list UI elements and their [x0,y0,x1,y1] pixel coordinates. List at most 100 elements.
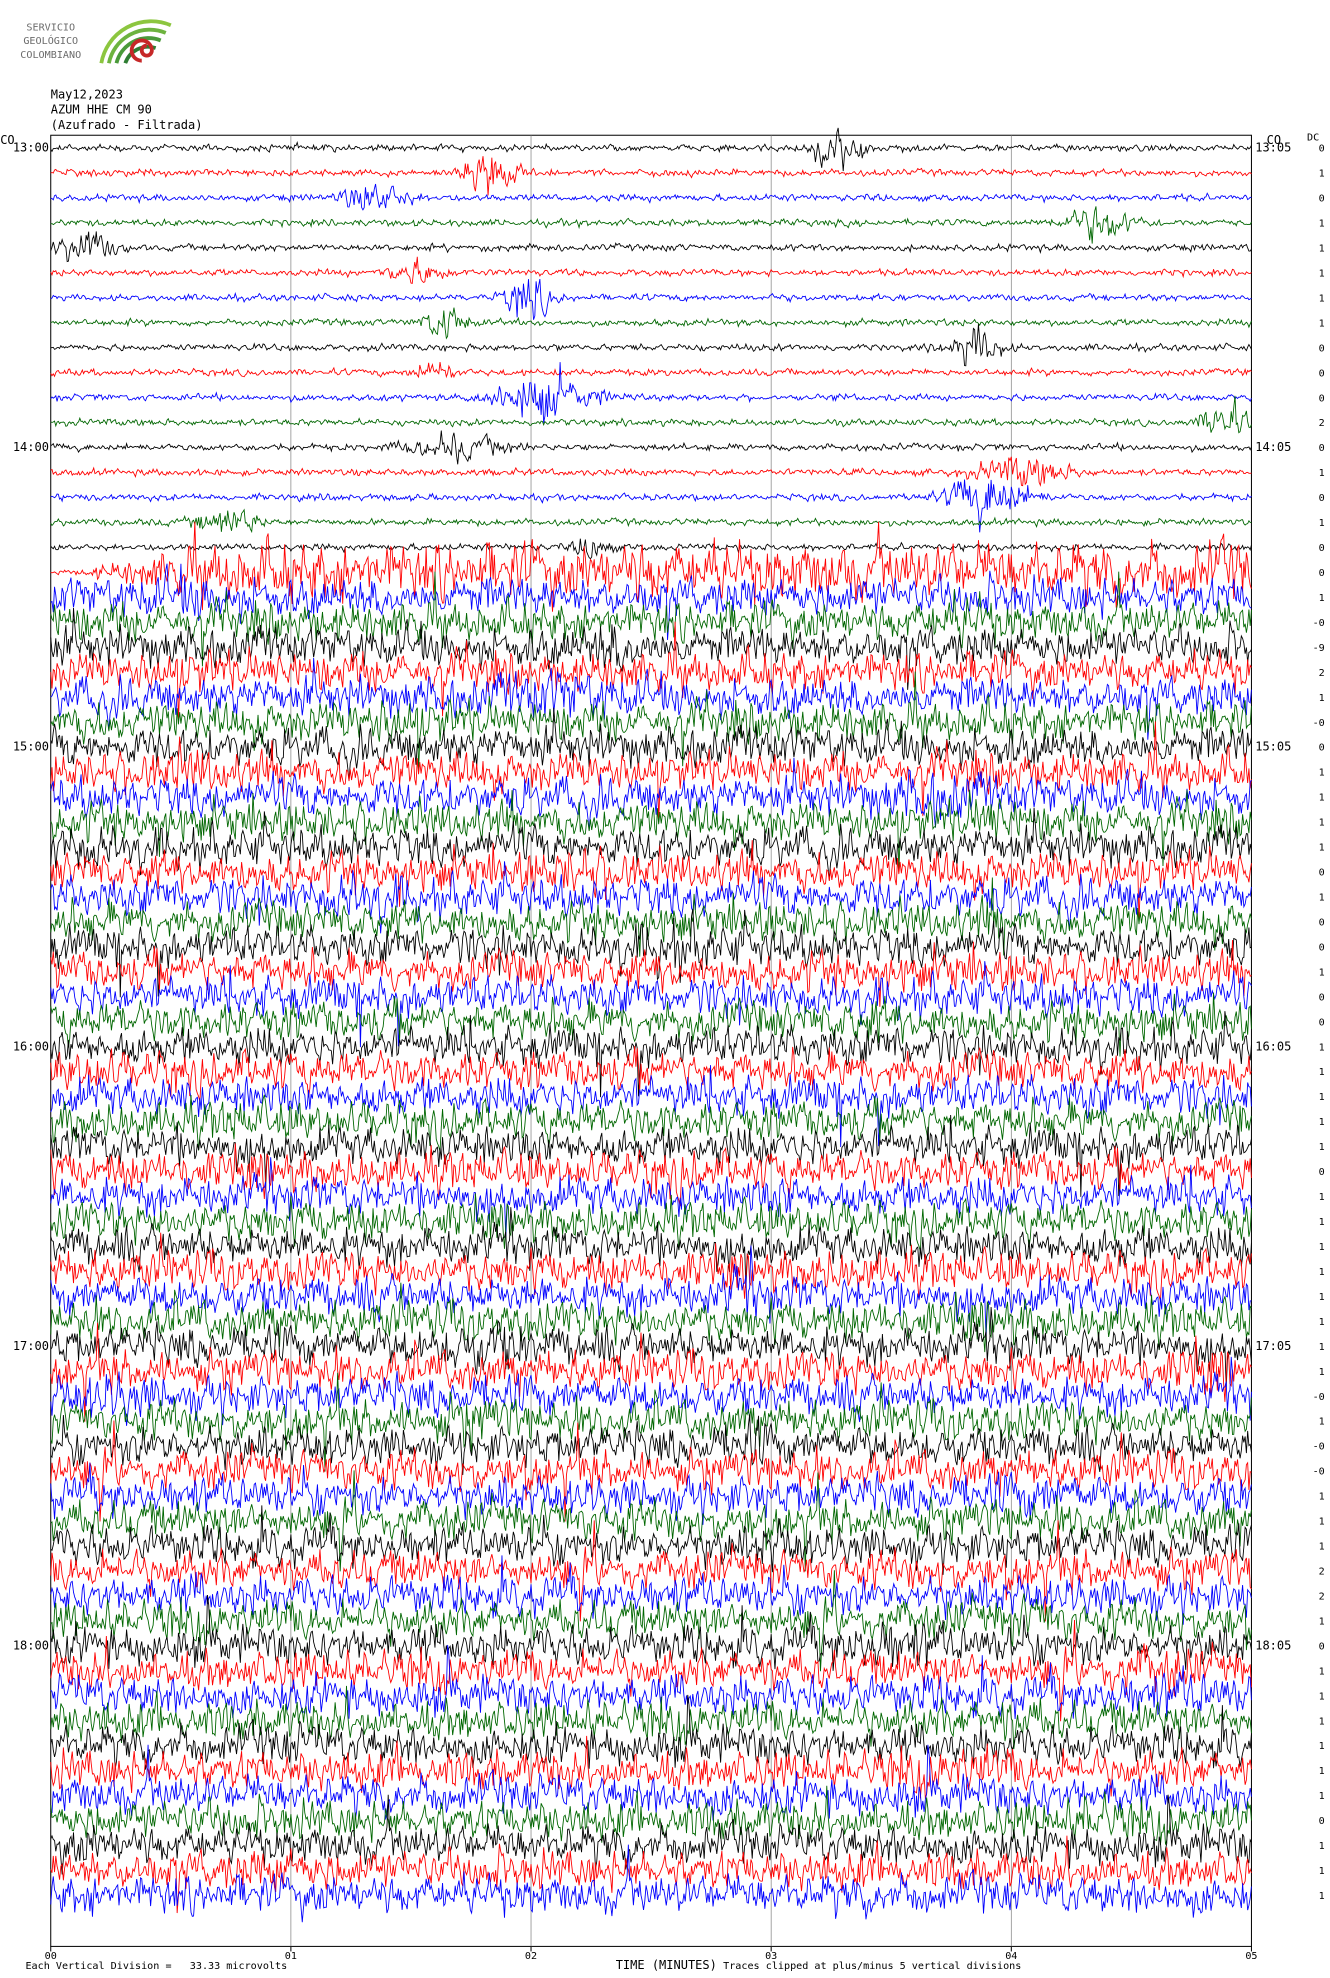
dc-offset: 0 [1319,493,1325,504]
network-right: CO [1267,133,1281,147]
trace [50,508,1252,534]
hour-label-left: 18:00 [13,1638,49,1652]
date: May12,2023 [51,88,123,102]
dc-offset: 1 [1319,293,1325,304]
dc-offset: 1 [1319,768,1325,779]
dc-offset: 0 [1319,743,1325,754]
trace [50,721,1252,823]
trace [50,1282,1252,1353]
dc-offset: 1 [1319,1042,1325,1053]
dc-offset: 1 [1319,1517,1325,1528]
trace [50,1620,1252,1722]
dc-offset: 1 [1319,1666,1325,1677]
x-tick-label: 03 [765,1951,777,1962]
trace [50,563,1252,640]
dc-offset: 2 [1319,1567,1325,1578]
dc-header: DC [1307,132,1319,143]
dc-offset: 0 [1319,992,1325,1003]
logo: SERVICIO GEOLÓGICO COLOMBIANO [20,19,172,64]
dc-offset: -0 [1313,1392,1325,1403]
hour-label-left: 17:00 [13,1339,49,1353]
dc-offset: 0 [1319,343,1325,354]
dc-offset: 1 [1319,468,1325,479]
trace [50,621,1252,723]
dc-offset: 1 [1319,1317,1325,1328]
trace [50,992,1252,1057]
dc-offset: 0 [1319,144,1325,155]
trace [50,256,1252,284]
dc-offset: 1 [1319,1242,1325,1253]
dc-offset: 0 [1319,942,1325,953]
trace [50,231,1252,263]
dc-offset: 1 [1319,244,1325,255]
dc-offset: 1 [1319,169,1325,180]
dc-offset: 1 [1319,967,1325,978]
trace [50,789,1252,873]
dc-offset: 1 [1319,1741,1325,1752]
trace [50,757,1252,830]
trace [50,1414,1252,1475]
dc-offset: 1 [1319,1067,1325,1078]
dc-offset: -0 [1313,618,1325,629]
logo-line: COLOMBIANO [20,50,81,61]
trace [50,571,1252,667]
trace [50,1520,1252,1622]
trace [50,538,1252,560]
trace [50,1735,1252,1800]
dc-offset: 1 [1319,843,1325,854]
trace [50,1505,1252,1575]
hour-label-left: 15:00 [13,740,49,754]
hour-label-right: 15:05 [1255,740,1291,754]
hour-label-right: 16:05 [1255,1039,1291,1053]
dc-offset: 2 [1319,418,1325,429]
hour-label-right: 13:05 [1255,141,1291,155]
dc-offset: -9 [1313,643,1325,654]
trace [50,1356,1252,1426]
trace [50,1011,1252,1098]
x-tick-label: 05 [1245,1951,1257,1962]
trace [50,1835,1252,1914]
trace [50,1570,1252,1672]
axis-title: TIME (MINUTES) [616,1958,717,1972]
dc-offset: 1 [1319,1417,1325,1428]
hour-label-left: 14:00 [13,440,49,454]
dc-offset: 1 [1319,1616,1325,1627]
dc-offset: 0 [1319,1816,1325,1827]
dc-offset: 0 [1319,1641,1325,1652]
traces [50,127,1252,1923]
trace [50,657,1252,740]
dc-offset: 1 [1319,1492,1325,1503]
trace [50,183,1252,211]
trace [50,1114,1252,1197]
trace [50,1794,1252,1875]
dc-offset: 2 [1319,668,1325,679]
dc-offset: 1 [1319,1092,1325,1103]
trace [50,278,1252,320]
hour-label-left: 16:00 [13,1039,49,1053]
trace [50,1232,1252,1302]
trace [50,1065,1252,1147]
dc-offset: 0 [1319,393,1325,404]
hour-label-right: 14:05 [1255,440,1291,454]
dc-offset: 1 [1319,793,1325,804]
trace [50,1045,1252,1102]
dc-offset: 1 [1319,518,1325,529]
trace [50,1685,1252,1750]
dc-offset: 1 [1319,1142,1325,1153]
trace [50,362,1252,379]
subtitle: (Azufrado - Filtrada) [51,118,203,132]
dc-offset: 1 [1319,1841,1325,1852]
hour-label-right: 18:05 [1255,1638,1291,1652]
dc-offset: 0 [1319,1167,1325,1178]
dc-offset: 0 [1319,917,1325,928]
trace [50,362,1252,424]
x-tick-label: 00 [45,1951,57,1962]
trace [50,395,1252,434]
dc-offset: 0 [1319,868,1325,879]
dc-offset: 1 [1319,1791,1325,1802]
trace [50,521,1252,612]
dc-offset: 0 [1319,443,1325,454]
dc-offset: 1 [1319,1267,1325,1278]
